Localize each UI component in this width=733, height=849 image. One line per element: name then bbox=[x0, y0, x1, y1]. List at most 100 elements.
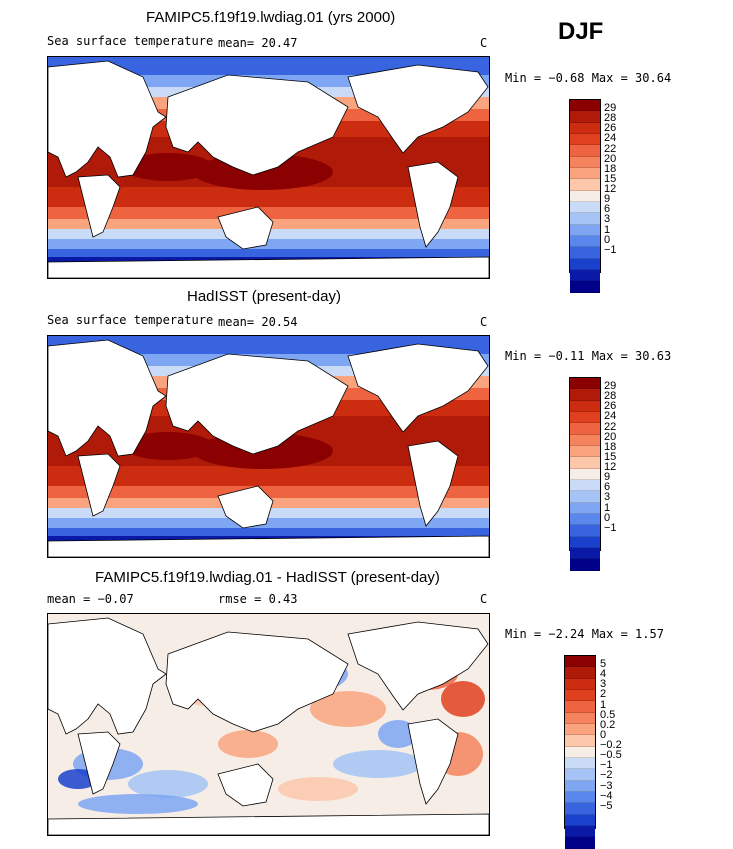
colorbar-swatch bbox=[570, 281, 600, 293]
colorbar-swatch bbox=[565, 814, 595, 826]
colorbar-tick-label: 12 bbox=[604, 461, 617, 474]
colorbar-tick-label: 1 bbox=[600, 698, 607, 711]
colorbar-swatch bbox=[565, 712, 595, 724]
anomaly-region bbox=[128, 770, 208, 798]
continent bbox=[347, 621, 489, 711]
colorbar-swatch bbox=[570, 235, 600, 248]
anomaly-region bbox=[218, 730, 278, 758]
colorbar-tick-label: 2 bbox=[600, 688, 607, 701]
colorbar-tick-label: 4 bbox=[600, 668, 607, 681]
antarctica bbox=[48, 813, 489, 835]
anomaly-region bbox=[441, 681, 485, 717]
continent bbox=[217, 485, 274, 529]
continent bbox=[217, 763, 274, 807]
colorbar-swatch bbox=[570, 445, 600, 458]
colorbar-swatch bbox=[570, 536, 600, 548]
antarctica bbox=[48, 535, 489, 557]
colorbar-swatch bbox=[570, 434, 600, 446]
anomaly-region bbox=[310, 691, 386, 727]
sst-band bbox=[48, 249, 489, 257]
colorbar-tick-label: 18 bbox=[604, 440, 617, 453]
colorbar-swatch bbox=[570, 133, 600, 146]
colorbar-tick-label: 3 bbox=[600, 678, 607, 691]
colorbar-swatch bbox=[565, 746, 595, 758]
panel-1-minmax: Min = −0.68 Max = 30.64 bbox=[505, 71, 672, 85]
colorbar-tick-label: 5 bbox=[600, 658, 607, 671]
sst-band bbox=[48, 207, 489, 219]
panel-1-map-svg bbox=[48, 57, 489, 278]
continent bbox=[48, 60, 167, 178]
sst-band bbox=[48, 336, 489, 354]
colorbar-tick-label: −1 bbox=[604, 243, 617, 256]
panel-3-colorbar bbox=[564, 655, 596, 849]
colorbar-swatch bbox=[570, 411, 600, 424]
panel-3-minmax: Min = −2.24 Max = 1.57 bbox=[505, 627, 664, 641]
season-label: DJF bbox=[558, 18, 604, 45]
panel-3-map-svg bbox=[48, 614, 489, 835]
panel-2-map bbox=[47, 335, 490, 558]
colorbar-swatch bbox=[570, 513, 600, 526]
colorbar-swatch bbox=[565, 723, 595, 736]
colorbar-swatch bbox=[565, 825, 595, 838]
colorbar-tick-label: −1 bbox=[604, 521, 617, 534]
colorbar-tick-label: 15 bbox=[604, 450, 617, 463]
colorbar-swatch bbox=[570, 378, 600, 390]
colorbar-swatch bbox=[570, 269, 600, 282]
colorbar-tick-label: 9 bbox=[604, 471, 611, 484]
colorbar-tick-label: 1 bbox=[604, 223, 611, 236]
colorbar-tick-label: 0.2 bbox=[600, 718, 616, 731]
continent bbox=[347, 64, 489, 154]
panel-2-mean: mean= 20.54 bbox=[218, 315, 298, 329]
colorbar-swatch bbox=[565, 769, 595, 781]
panel-1-variable: Sea surface temperature bbox=[47, 34, 214, 48]
colorbar-tick-label: 18 bbox=[604, 162, 617, 175]
colorbar-swatch bbox=[565, 780, 595, 792]
colorbar-swatch bbox=[570, 389, 600, 401]
panel-1-unit: C bbox=[480, 36, 488, 50]
colorbar-tick-label: 3 bbox=[604, 491, 611, 504]
colorbar-tick-label: 1 bbox=[604, 501, 611, 514]
sst-band bbox=[48, 187, 489, 207]
continent bbox=[165, 631, 349, 733]
colorbar-tick-label: 6 bbox=[604, 203, 611, 216]
continent bbox=[77, 731, 121, 795]
colorbar-tick-label: −4 bbox=[600, 789, 613, 802]
colorbar-swatch bbox=[570, 122, 600, 134]
sst-band bbox=[48, 486, 489, 498]
colorbar-tick-label: 20 bbox=[604, 430, 617, 443]
colorbar-tick-label: 20 bbox=[604, 152, 617, 165]
colorbar-swatch bbox=[570, 547, 600, 560]
colorbar-swatch bbox=[565, 757, 595, 770]
warm-pool bbox=[123, 432, 213, 460]
colorbar-tick-label: 22 bbox=[604, 420, 617, 433]
colorbar-swatch bbox=[570, 491, 600, 503]
colorbar-tick-label: 15 bbox=[604, 172, 617, 185]
warm-pool bbox=[123, 153, 213, 181]
colorbar-tick-label: 24 bbox=[604, 132, 617, 145]
continent bbox=[77, 453, 121, 517]
colorbar-tick-label: 26 bbox=[604, 122, 617, 135]
continent bbox=[165, 74, 349, 176]
panel-2-unit: C bbox=[480, 315, 488, 329]
panel-1-map bbox=[47, 56, 490, 279]
continent bbox=[77, 174, 121, 238]
colorbar-tick-label: −5 bbox=[600, 799, 613, 812]
panel-1-colorbar bbox=[569, 99, 601, 293]
colorbar-swatch bbox=[570, 400, 600, 412]
colorbar-tick-label: 0.5 bbox=[600, 708, 616, 721]
continent bbox=[347, 343, 489, 433]
colorbar-swatch bbox=[570, 156, 600, 168]
colorbar-swatch bbox=[570, 167, 600, 180]
colorbar-swatch bbox=[570, 258, 600, 270]
colorbar-tick-label: 12 bbox=[604, 183, 617, 196]
colorbar-swatch bbox=[570, 179, 600, 191]
panel-3-unit: C bbox=[480, 592, 488, 606]
colorbar-tick-label: −0.5 bbox=[600, 749, 622, 762]
sst-band bbox=[48, 466, 489, 486]
colorbar-tick-label: 3 bbox=[604, 213, 611, 226]
colorbar-tick-label: 26 bbox=[604, 400, 617, 413]
colorbar-swatch bbox=[570, 525, 600, 537]
colorbar-tick-label: 0 bbox=[604, 233, 611, 246]
continent bbox=[407, 440, 459, 527]
panel-1-mean: mean= 20.47 bbox=[218, 36, 298, 50]
